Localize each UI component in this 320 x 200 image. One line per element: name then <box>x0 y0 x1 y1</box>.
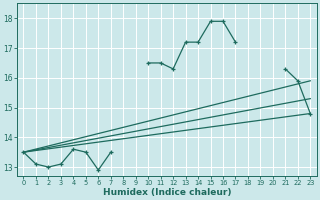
X-axis label: Humidex (Indice chaleur): Humidex (Indice chaleur) <box>103 188 231 197</box>
